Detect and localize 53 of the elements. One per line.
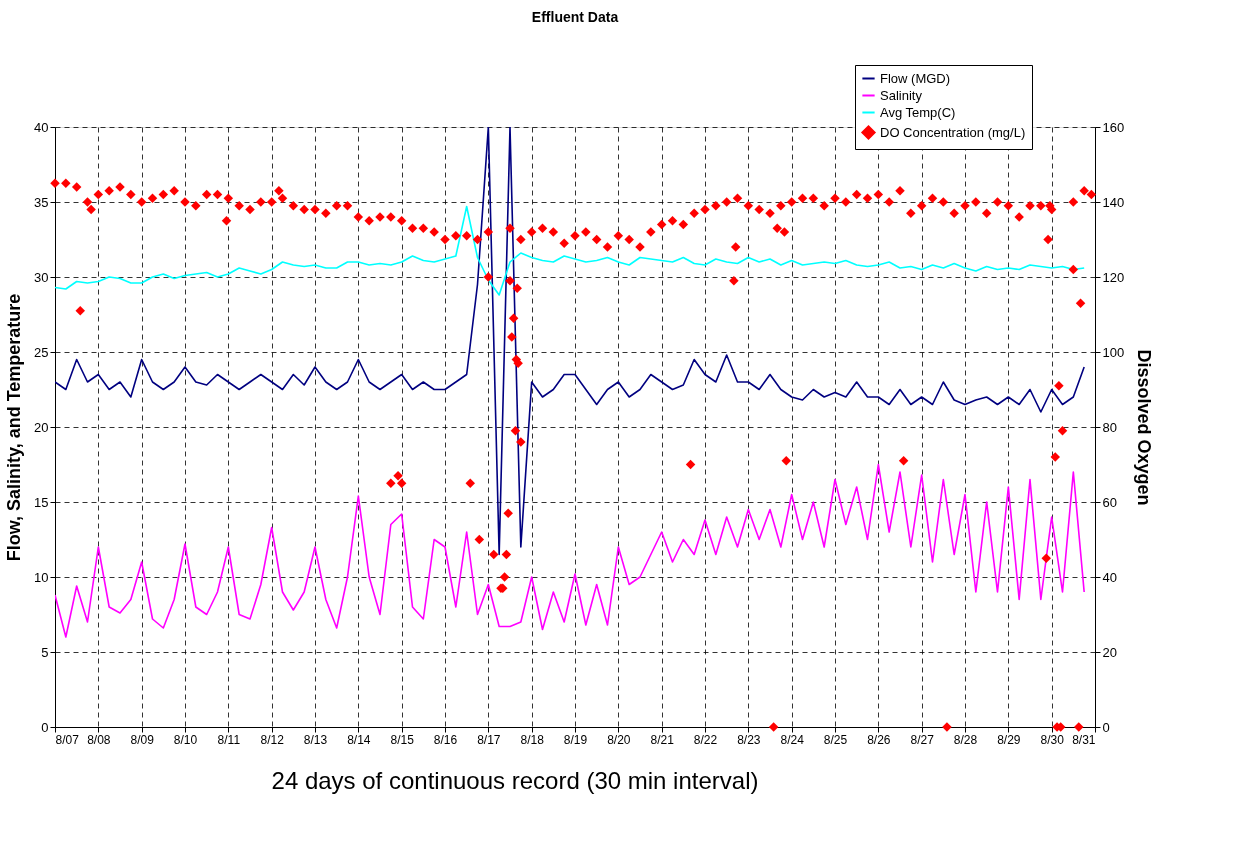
x-tick-label: 8/26 [867, 732, 891, 747]
x-tick-label: 8/23 [737, 732, 761, 747]
y-tick-label: 5 [41, 644, 49, 660]
x-tick-label: 8/16 [433, 732, 458, 747]
x-tick-label: 8/07 [55, 732, 80, 747]
x-tick-label: 8/27 [910, 732, 935, 747]
y2-tick-label: 20 [1102, 644, 1117, 660]
x-tick-label: 8/17 [477, 732, 501, 747]
chart-title: Effluent Data [531, 8, 619, 25]
x-tick-label: 8/08 [87, 732, 111, 747]
legend-label: Avg Temp(C) [880, 104, 956, 120]
y2-tick-label: 40 [1102, 569, 1117, 585]
y-tick-label: 40 [34, 119, 49, 135]
y2-tick-label: 100 [1102, 344, 1125, 360]
legend-label: DO Concentration (mg/L) [880, 124, 1026, 140]
x-tick-label: 8/10 [173, 732, 198, 747]
y-tick-label: 20 [34, 419, 49, 435]
x-tick-label: 8/18 [520, 732, 545, 747]
y2-tick-label: 160 [1102, 119, 1125, 135]
y2-tick-label: 80 [1102, 419, 1117, 435]
x-tick-label: 8/15 [390, 732, 415, 747]
y2-tick-label: 120 [1102, 269, 1125, 285]
line-series [55, 463, 1085, 638]
y-tick-label: 15 [34, 494, 49, 510]
x-tick-label: 8/19 [563, 732, 588, 747]
x-tick-label: 8/24 [780, 732, 805, 747]
x-tick-label: 8/31 [1072, 732, 1096, 747]
y-tick-label: 30 [34, 269, 49, 285]
x-tick-label: 8/20 [607, 732, 631, 747]
x-tick-label: 8/09 [130, 732, 155, 747]
x-tick-label: 8/11 [217, 732, 241, 747]
x-tick-label: 8/12 [260, 732, 285, 747]
y2-tick-label: 0 [1102, 719, 1110, 735]
y2-tick-label: 140 [1102, 194, 1125, 210]
x-tick-label: 8/22 [693, 732, 718, 747]
x-tick-label: 8/30 [1040, 732, 1065, 747]
y-tick-label: 0 [41, 719, 49, 735]
legend-label: Salinity [880, 87, 923, 103]
x-tick-label: 8/21 [650, 732, 675, 747]
legend-label: Flow (MGD) [880, 70, 951, 86]
x-tick-label: 8/13 [303, 732, 328, 747]
y2-tick-label: 60 [1102, 494, 1117, 510]
y-tick-label: 10 [34, 569, 49, 585]
x-tick-label: 8/14 [347, 732, 371, 747]
line-series [55, 205, 1085, 296]
y-tick-label: 35 [34, 194, 49, 210]
y-axis-title: Flow, Salinity, and Temperature [4, 293, 25, 562]
y-tick-label: 25 [34, 344, 49, 360]
y2-axis-title: Dissolved Oxygen [1134, 349, 1155, 506]
x-tick-label: 8/25 [823, 732, 848, 747]
x-tick-label: 8/29 [997, 732, 1021, 747]
x-tick-label: 8/28 [953, 732, 978, 747]
text: 24 days of continuous record (30 min interval) [271, 767, 759, 794]
